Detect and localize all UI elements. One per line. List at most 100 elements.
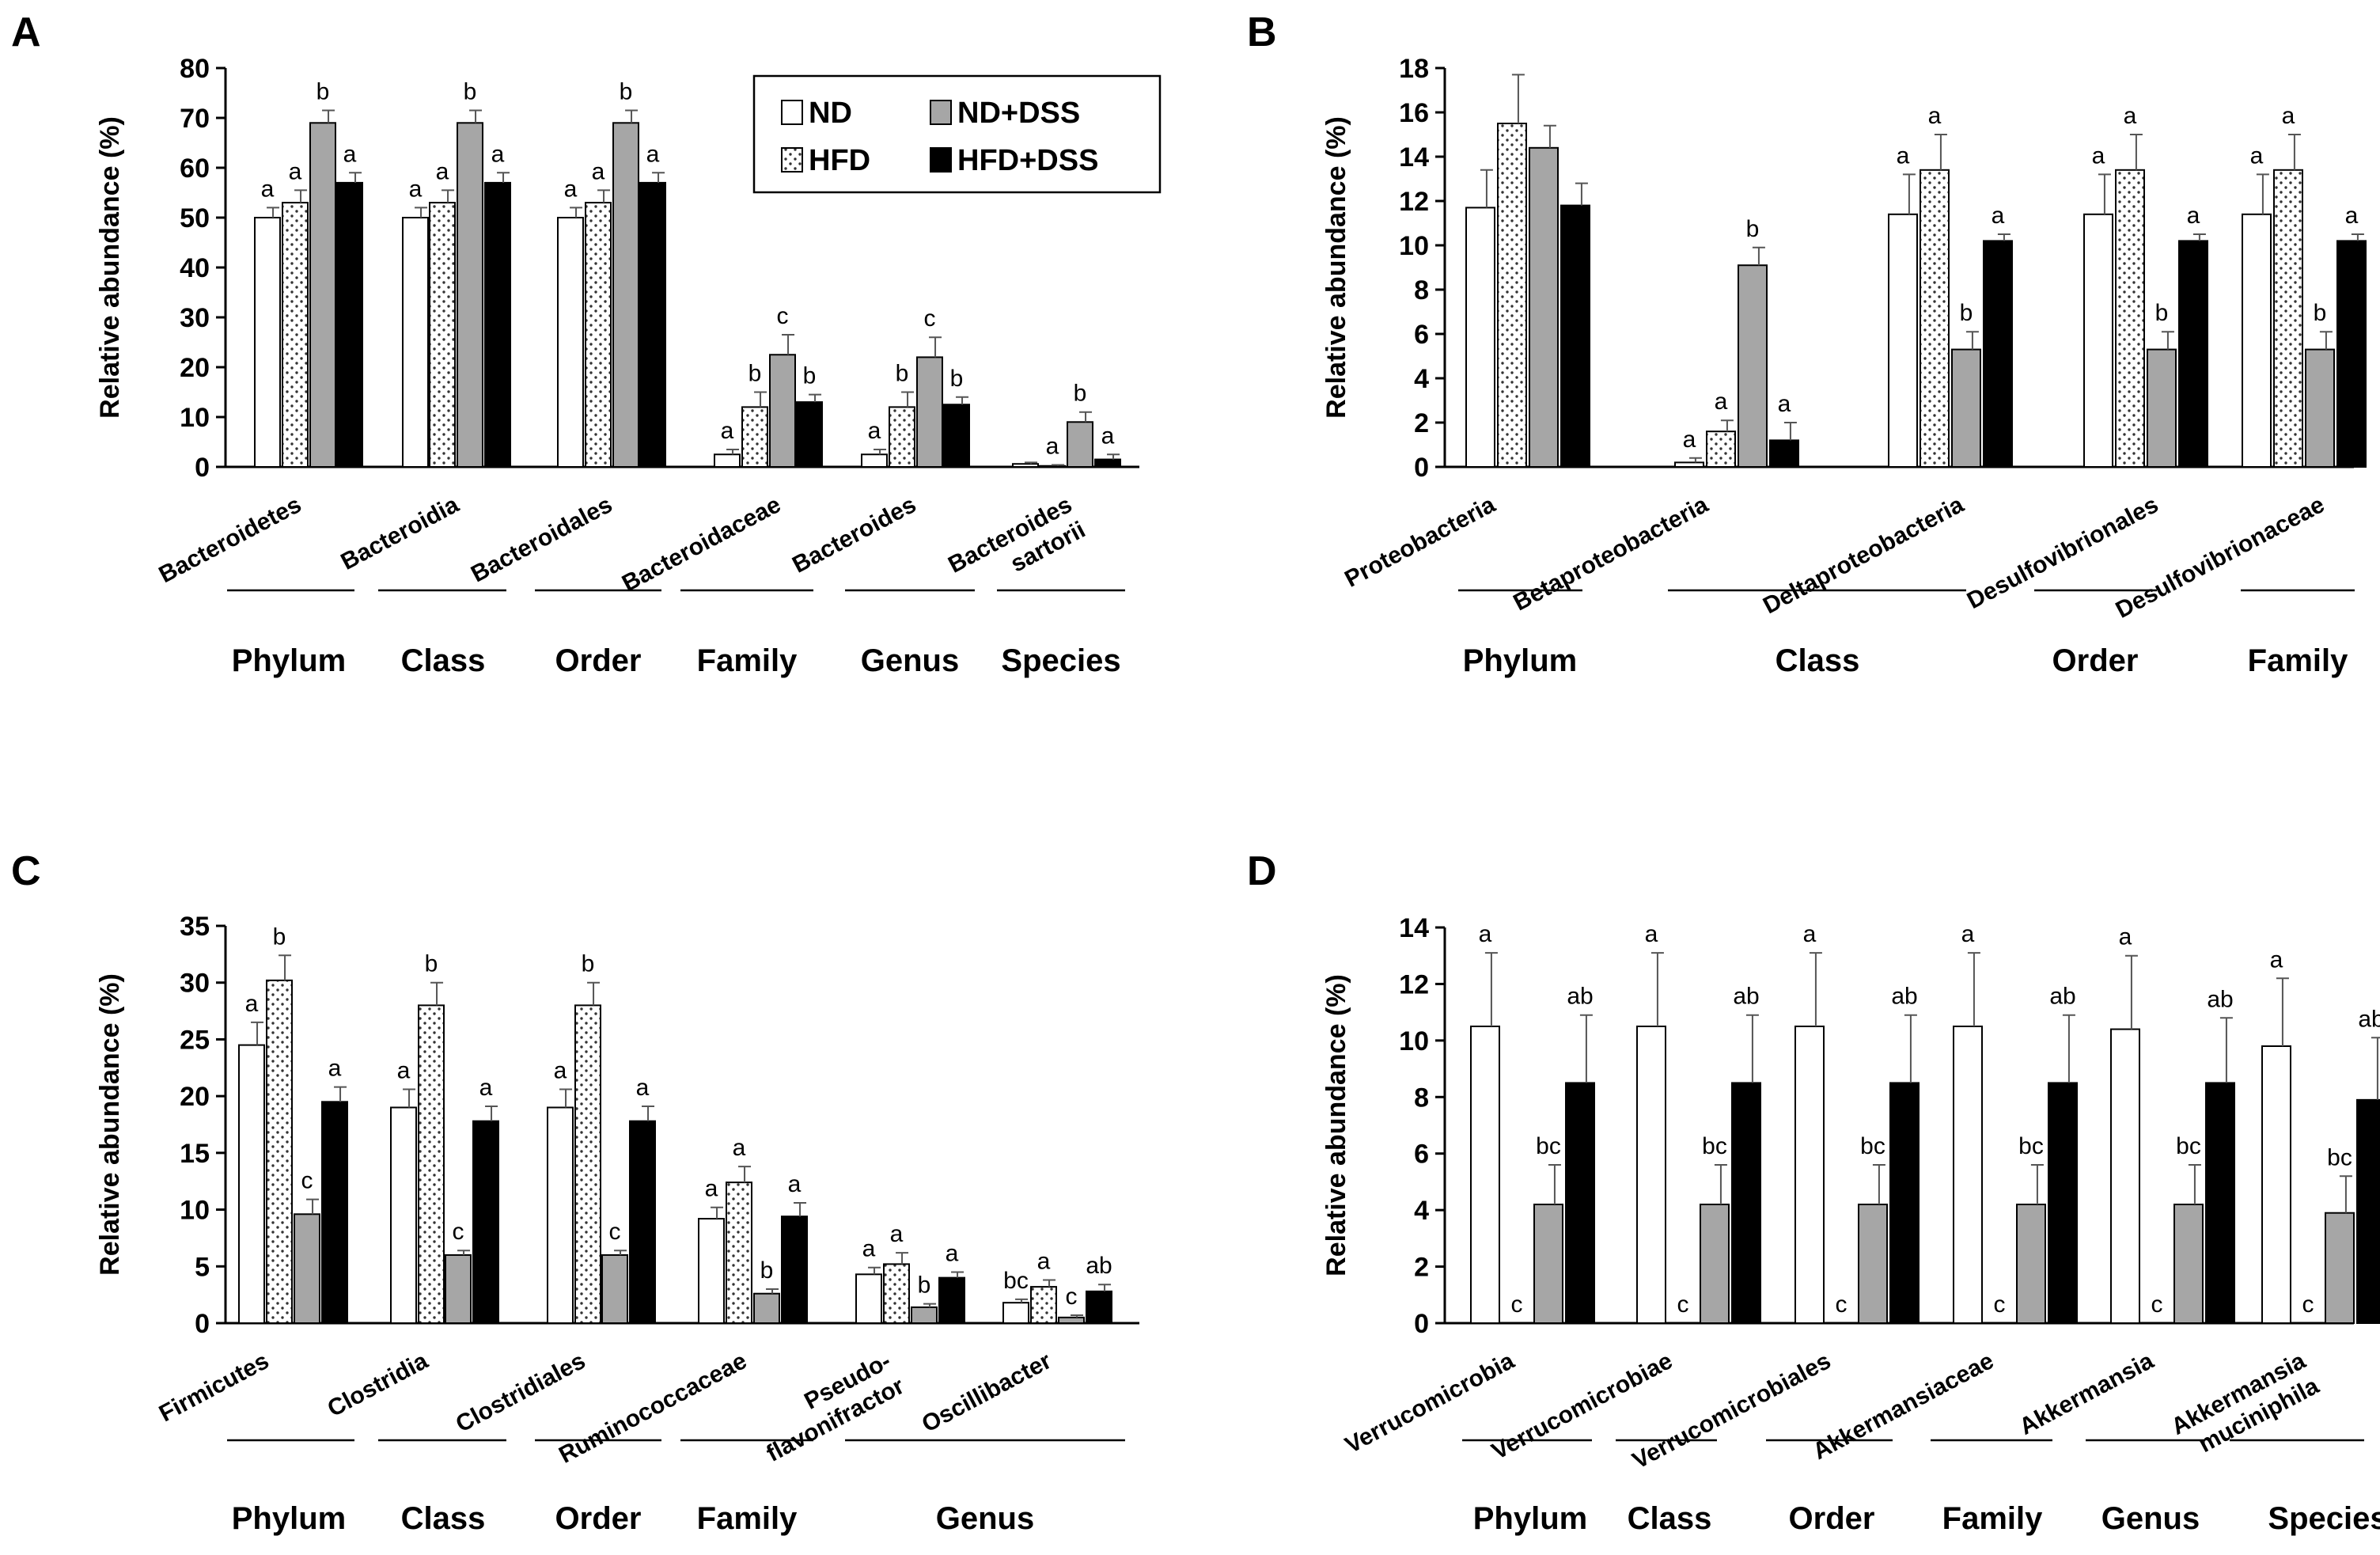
significance-letter: a xyxy=(491,141,505,167)
significance-letter: a xyxy=(1479,921,1492,947)
significance-letter: b xyxy=(425,951,438,977)
significance-letter: ab xyxy=(1733,984,1759,1010)
bar-hfddss xyxy=(472,1120,499,1324)
significance-letter: bc xyxy=(2327,1144,2352,1170)
category-label: Bacteroidessartorii xyxy=(944,491,1090,604)
significance-letter: c xyxy=(1066,1284,1078,1310)
category-label: Betaproteobacteria xyxy=(1509,491,1712,616)
bar-nd xyxy=(698,1218,725,1324)
bar-nddss xyxy=(445,1253,472,1325)
group-label: Order xyxy=(2052,643,2139,678)
bar-nd xyxy=(1465,207,1495,468)
y-tick-label: 0 xyxy=(1414,1309,1429,1339)
legend-swatch-hfd xyxy=(781,147,803,173)
panel-a: A 0 10 20 30 40 50 60 70 80 Relative abundance (%)… xyxy=(11,9,1139,678)
bar-nd xyxy=(2261,1045,2291,1324)
legend-label: HFD+DSS xyxy=(957,144,1098,177)
category-label: Akkermansiaceae xyxy=(1809,1348,1998,1465)
panel-letter: A xyxy=(11,9,41,55)
significance-letter: b xyxy=(620,79,633,105)
bar-hfddss xyxy=(321,1101,348,1325)
y-tick-label: 35 xyxy=(180,912,210,942)
group-label: Genus xyxy=(936,1501,1034,1536)
group-label: Family xyxy=(697,643,798,678)
bar-nd xyxy=(1002,1302,1029,1325)
bar-nddss xyxy=(1058,1316,1085,1325)
significance-letter: a xyxy=(705,1176,718,1202)
bar-nd xyxy=(1953,1026,1983,1324)
significance-letter: a xyxy=(1046,433,1059,459)
bar-hfddss xyxy=(943,404,970,468)
significance-letter: ab xyxy=(1086,1253,1112,1279)
bar-nddss xyxy=(309,122,336,468)
bar-nd xyxy=(1636,1026,1666,1324)
bar-nd xyxy=(855,1273,882,1324)
y-axis-label: Relative abundance (%) xyxy=(1321,116,1351,419)
y-tick-label: 12 xyxy=(1399,187,1429,217)
legend-swatch-nddss xyxy=(930,100,952,125)
significance-letter: a xyxy=(1961,921,1975,947)
y-tick-label: 30 xyxy=(180,969,210,999)
significance-letter: a xyxy=(862,1236,876,1262)
significance-letter: b xyxy=(582,951,595,977)
significance-letter: a xyxy=(592,158,605,184)
significance-letter: b xyxy=(1074,381,1087,407)
group-label: Family xyxy=(2248,643,2348,678)
bar-nddss xyxy=(1738,264,1768,468)
significance-letter: c xyxy=(1994,1291,2006,1318)
bar-nd xyxy=(861,453,888,468)
significance-letter: c xyxy=(1677,1291,1689,1318)
significance-letter: ab xyxy=(1567,984,1593,1010)
significance-letter: b xyxy=(1746,216,1760,242)
legend: ND ND+DSS HFD HFD+DSS xyxy=(752,74,1162,194)
category-label: Bacteroidaceae xyxy=(618,491,785,597)
bar-hfd xyxy=(429,202,456,468)
bar-hfd xyxy=(883,1263,910,1324)
bar-hfd xyxy=(1030,1286,1057,1325)
bar-hfd xyxy=(282,202,309,468)
y-tick-label: 20 xyxy=(180,1082,210,1112)
y-tick-label: 16 xyxy=(1399,98,1429,128)
significance-letter: a xyxy=(636,1075,650,1101)
bar-hfddss xyxy=(2336,240,2367,468)
panel-d: D 0 2 4 6 8 10 12 14 Relative abundance (%) a a a a a a… xyxy=(1247,848,2380,1536)
group-label: Order xyxy=(1789,1501,1875,1536)
legend-label: HFD xyxy=(809,144,870,177)
group-label: Family xyxy=(1942,1501,2043,1536)
y-tick-label: 15 xyxy=(180,1139,210,1169)
significance-letter: a xyxy=(1037,1248,1051,1274)
bar-hfddss xyxy=(1731,1082,1761,1325)
y-tick-label: 6 xyxy=(1414,1140,1429,1170)
significance-letter: c xyxy=(453,1219,464,1245)
y-axis-label: Relative abundance (%) xyxy=(1321,974,1351,1276)
y-tick-label: 8 xyxy=(1414,1083,1429,1113)
bar-hfddss xyxy=(1094,458,1121,468)
bar-nd xyxy=(254,217,281,468)
category-label: Firmicutes xyxy=(155,1348,273,1427)
y-tick-label: 20 xyxy=(180,353,210,383)
significance-letter: a xyxy=(890,1221,904,1247)
bar-nddss xyxy=(769,354,796,468)
category-label: Bacteroidales xyxy=(467,491,616,588)
significance-letter: a xyxy=(788,1171,802,1197)
significance-letter: b xyxy=(273,924,286,950)
legend-swatch-hfddss xyxy=(930,147,952,173)
bar-nddss xyxy=(2147,348,2177,468)
significance-letter: b xyxy=(316,79,330,105)
significance-letter: a xyxy=(245,991,259,1017)
bar-hfd xyxy=(585,202,612,468)
significance-letter: ab xyxy=(2358,1006,2380,1032)
significance-letter: a xyxy=(2187,203,2200,229)
y-tick-label: 18 xyxy=(1399,54,1429,84)
significance-letter: c xyxy=(2302,1291,2314,1318)
significance-letter: a xyxy=(1928,103,1942,129)
bar-nd xyxy=(2083,213,2113,468)
category-label: Bacteroidia xyxy=(337,491,464,575)
significance-letter: a xyxy=(1715,389,1728,415)
category-label: Akkermansia xyxy=(2015,1348,2158,1440)
bar-nddss xyxy=(911,1306,938,1325)
significance-letter: a xyxy=(289,158,302,184)
y-tick-label: 10 xyxy=(180,1196,210,1226)
